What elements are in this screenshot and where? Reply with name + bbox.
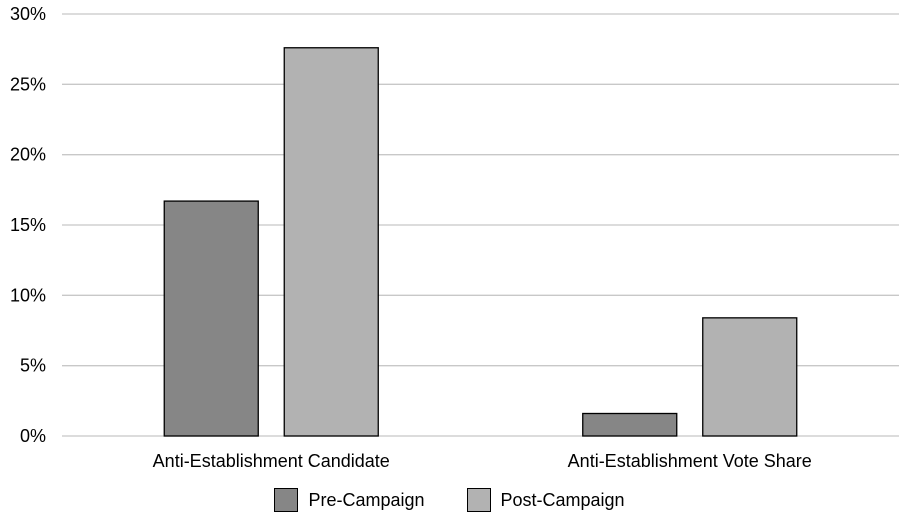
bar-post-campaign-0	[283, 47, 379, 437]
y-tick-label: 15%	[10, 215, 46, 235]
legend-label-post-campaign: Post-Campaign	[500, 489, 625, 510]
y-axis-ticks: 0% 5% 10% 15% 20% 25% 30%	[10, 4, 46, 446]
legend-item-post-campaign: Post-Campaign	[466, 488, 625, 512]
x-category-label: Anti-Establishment Candidate	[153, 451, 390, 471]
y-tick-label: 5%	[20, 356, 46, 376]
bar-pre-campaign-0	[163, 200, 259, 437]
bars	[163, 47, 798, 437]
x-axis-labels: Anti-Establishment Candidate Anti-Establi…	[153, 451, 812, 471]
y-tick-label: 20%	[10, 145, 46, 165]
y-tick-label: 30%	[10, 4, 46, 24]
legend-label-pre-campaign: Pre-Campaign	[308, 489, 425, 510]
x-category-label: Anti-Establishment Vote Share	[568, 451, 812, 471]
y-tick-label: 25%	[10, 74, 46, 94]
legend-item-pre-campaign: Pre-Campaign	[274, 488, 425, 512]
bar-post-campaign-1	[702, 317, 798, 437]
y-tick-label: 10%	[10, 285, 46, 305]
legend-swatch-pre-campaign	[274, 488, 299, 512]
legend-swatch-post-campaign	[466, 488, 491, 512]
legend: Pre-Campaign Post-Campaign	[0, 485, 899, 515]
bar-pre-campaign-1	[582, 412, 678, 437]
y-tick-label: 0%	[20, 426, 46, 446]
